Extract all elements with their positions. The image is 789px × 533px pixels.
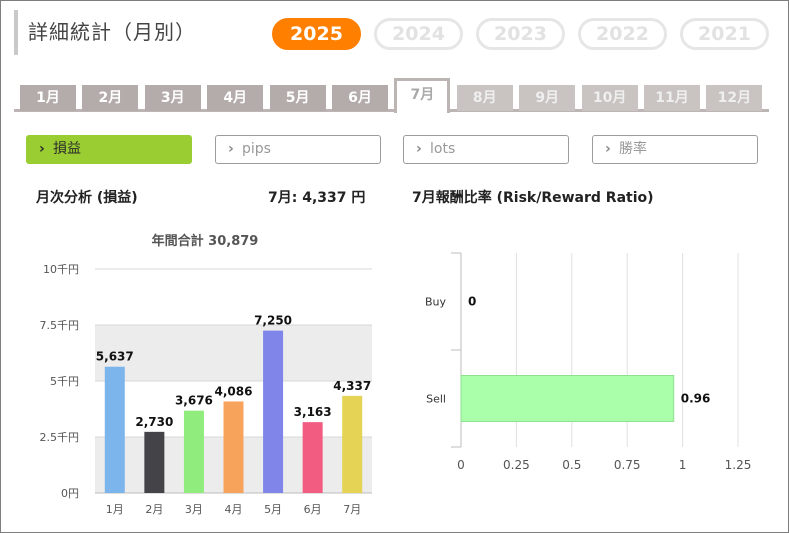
chevron-right-icon: › bbox=[228, 141, 234, 157]
x-tick-label: 6月 bbox=[304, 503, 322, 516]
data-label: 3,163 bbox=[294, 405, 332, 419]
x-tick-label: 0.5 bbox=[562, 458, 581, 472]
monthly-bar-chart: 0円 2.5千円 5千円 7.5千円 10千円 年間合計 30,879 5,637 1月 2,7… bbox=[40, 233, 372, 516]
bar-3 bbox=[183, 410, 204, 493]
metric-button-1[interactable]: › pips bbox=[215, 135, 381, 164]
bar-sell bbox=[460, 375, 675, 422]
y-tick-label: 0円 bbox=[61, 487, 79, 500]
tab-month-7[interactable]: 7月 bbox=[394, 78, 451, 113]
data-label: 3,676 bbox=[175, 394, 213, 408]
tab-month-12[interactable]: 12月 bbox=[706, 85, 763, 111]
year-button-3[interactable]: 2022 bbox=[578, 18, 667, 50]
x-tick-label: 0.25 bbox=[503, 458, 530, 472]
page-title: 詳細統計（月別） bbox=[28, 20, 196, 44]
chevron-right-icon: › bbox=[416, 141, 422, 157]
month-total: 7月: 4,337 円 bbox=[268, 190, 366, 206]
metric-button-0[interactable]: › 損益 bbox=[26, 135, 192, 164]
page-header: 詳細統計（月別） bbox=[14, 10, 196, 55]
data-label: 4,337 bbox=[333, 379, 371, 393]
x-tick-label: 0 bbox=[457, 458, 465, 472]
bar-4 bbox=[223, 401, 244, 493]
x-tick-label: 1.25 bbox=[725, 458, 752, 472]
chevron-right-icon: › bbox=[39, 141, 45, 157]
month-tabs: 1月 2月 3月 4月 5月 6月 7月 8月 9月 10月 11月 12月 bbox=[14, 78, 769, 113]
metric-label: pips bbox=[242, 141, 271, 157]
chart-title: 年間合計 30,879 bbox=[152, 233, 259, 249]
chevron-right-icon: › bbox=[605, 141, 611, 157]
metric-label: 損益 bbox=[53, 141, 81, 157]
bar-6 bbox=[302, 422, 323, 493]
x-tick-label: 0.75 bbox=[614, 458, 641, 472]
category-label: Buy bbox=[425, 296, 447, 309]
bar-7 bbox=[342, 395, 363, 493]
year-button-1[interactable]: 2024 bbox=[374, 18, 463, 50]
tab-month-10[interactable]: 10月 bbox=[581, 85, 638, 111]
tab-month-5[interactable]: 5月 bbox=[269, 85, 326, 111]
plot-band bbox=[95, 269, 372, 325]
year-button-4[interactable]: 2021 bbox=[680, 18, 769, 50]
tab-month-8[interactable]: 8月 bbox=[456, 85, 513, 111]
metric-button-3[interactable]: › 勝率 bbox=[592, 135, 758, 164]
metric-button-2[interactable]: › lots bbox=[403, 135, 569, 164]
category-label: Sell bbox=[426, 393, 446, 406]
year-button-2[interactable]: 2023 bbox=[476, 18, 565, 50]
tab-month-4[interactable]: 4月 bbox=[207, 85, 264, 111]
left-chart-heading: 月次分析 (損益) bbox=[36, 190, 138, 206]
right-chart-heading: 7月報酬比率 (Risk/Reward Ratio) bbox=[412, 190, 654, 206]
tab-month-11[interactable]: 11月 bbox=[644, 85, 700, 111]
data-label: 2,730 bbox=[135, 415, 173, 429]
x-tick-label: 4月 bbox=[225, 503, 243, 516]
bar-2 bbox=[144, 431, 165, 493]
y-tick-label: 2.5千円 bbox=[40, 431, 80, 444]
tabs-underline bbox=[14, 109, 769, 112]
year-button-0[interactable]: 2025 bbox=[272, 18, 361, 50]
x-tick-label: 1月 bbox=[106, 503, 124, 516]
data-label: 5,637 bbox=[96, 350, 134, 364]
tab-month-9[interactable]: 9月 bbox=[519, 85, 576, 111]
y-tick-label: 7.5千円 bbox=[40, 319, 80, 332]
x-tick-label: 3月 bbox=[185, 503, 203, 516]
plot-band bbox=[95, 325, 372, 381]
tab-month-2[interactable]: 2月 bbox=[82, 85, 139, 111]
data-label: 0.96 bbox=[681, 392, 711, 406]
data-label: 7,250 bbox=[254, 314, 292, 328]
bar-5 bbox=[263, 330, 284, 493]
x-tick-label: 7月 bbox=[343, 503, 361, 516]
tab-month-3[interactable]: 3月 bbox=[144, 85, 201, 111]
metric-label: lots bbox=[430, 141, 456, 157]
data-label: 0 bbox=[468, 295, 476, 309]
bar-1 bbox=[104, 366, 125, 493]
y-tick-label: 5千円 bbox=[50, 375, 79, 388]
metric-label: 勝率 bbox=[619, 141, 647, 157]
x-tick-label: 1 bbox=[679, 458, 687, 472]
y-tick-label: 10千円 bbox=[43, 263, 79, 276]
risk-reward-chart: 0 0.25 0.5 0.75 1 1.25 Buy 0 Sell 0.96 bbox=[425, 252, 752, 472]
tab-month-6[interactable]: 6月 bbox=[332, 85, 388, 111]
x-tick-label: 2月 bbox=[145, 503, 163, 516]
data-label: 4,086 bbox=[215, 384, 253, 398]
x-tick-label: 5月 bbox=[264, 503, 282, 516]
tab-month-1[interactable]: 1月 bbox=[20, 85, 76, 111]
